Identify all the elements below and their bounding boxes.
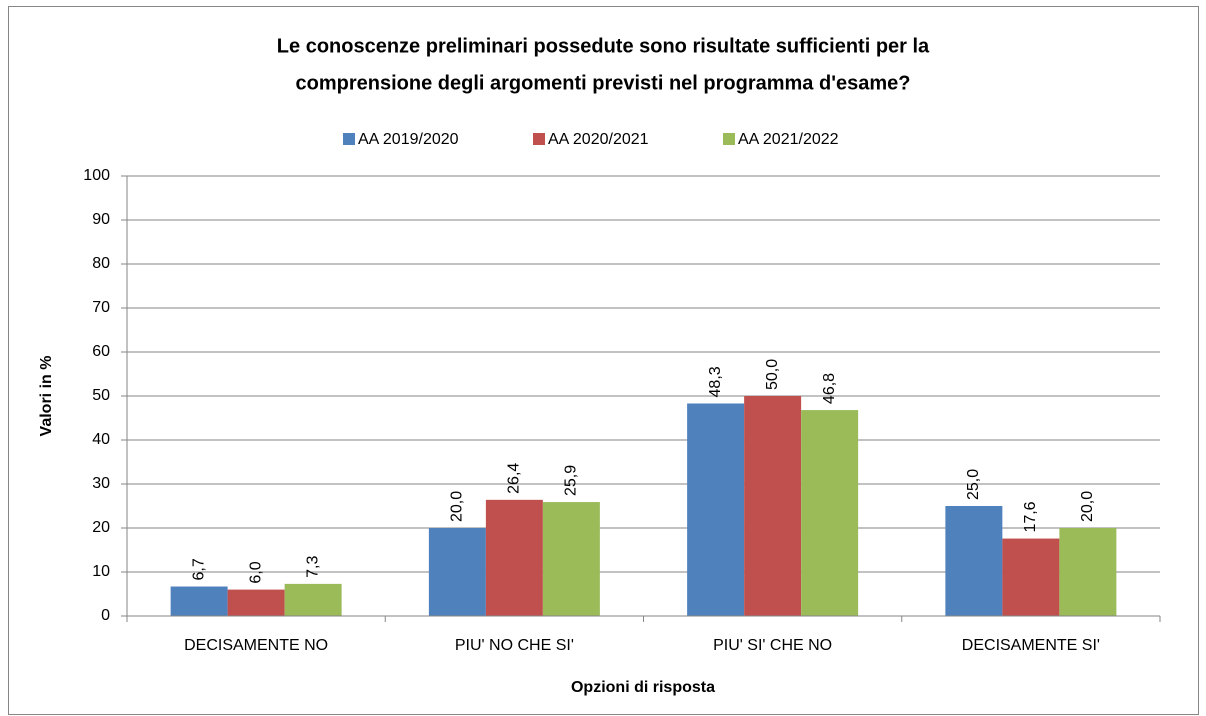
- bar: [801, 410, 859, 616]
- data-label: 6,0: [247, 561, 264, 583]
- legend-swatch: [343, 133, 355, 145]
- y-tick-label: 70: [92, 299, 110, 316]
- data-label: 6,7: [190, 558, 207, 580]
- data-label: 25,9: [563, 465, 580, 496]
- bar: [1002, 538, 1060, 616]
- data-label: 46,8: [821, 373, 838, 404]
- data-label: 48,3: [707, 366, 724, 397]
- bar: [945, 506, 1003, 616]
- x-tick-label: PIU' SI' CHE NO: [713, 637, 832, 654]
- legend-swatch: [723, 133, 735, 145]
- data-label: 26,4: [506, 463, 523, 494]
- chart-title: comprensione degli argomenti previsti ne…: [296, 72, 911, 94]
- bar: [227, 589, 285, 616]
- x-tick-label: DECISAMENTE NO: [184, 637, 328, 654]
- bar: [687, 403, 745, 616]
- data-label: 20,0: [1079, 491, 1096, 522]
- bar: [170, 586, 228, 616]
- y-tick-label: 100: [83, 167, 110, 184]
- data-label: 20,0: [449, 491, 466, 522]
- bar: [744, 396, 802, 616]
- y-tick-label: 90: [92, 211, 110, 228]
- legend-label: AA 2021/2022: [738, 131, 839, 148]
- y-tick-label: 40: [92, 431, 110, 448]
- y-axis-title: Valori in %: [38, 356, 55, 437]
- data-label: 7,3: [304, 556, 321, 578]
- legend-label: AA 2020/2021: [548, 131, 649, 148]
- x-tick-label: PIU' NO CHE SI': [455, 637, 574, 654]
- y-tick-label: 50: [92, 387, 110, 404]
- data-label: 50,0: [764, 359, 781, 390]
- y-tick-label: 60: [92, 343, 110, 360]
- y-tick-label: 0: [101, 607, 110, 624]
- legend-swatch: [533, 133, 545, 145]
- chart-title: Le conoscenze preliminari possedute sono…: [277, 35, 930, 57]
- y-tick-label: 80: [92, 255, 110, 272]
- x-tick-label: DECISAMENTE SI': [962, 637, 1100, 654]
- bar: [485, 499, 543, 616]
- data-label: 17,6: [1022, 501, 1039, 532]
- bar: [542, 502, 600, 616]
- bar: [1059, 528, 1117, 616]
- y-tick-label: 10: [92, 563, 110, 580]
- x-axis-title: Opzioni di risposta: [571, 679, 715, 696]
- data-label: 25,0: [965, 469, 982, 500]
- legend-label: AA 2019/2020: [358, 131, 459, 148]
- bar: [428, 528, 486, 616]
- bar: [284, 583, 342, 616]
- y-tick-label: 20: [92, 519, 110, 536]
- y-tick-label: 30: [92, 475, 110, 492]
